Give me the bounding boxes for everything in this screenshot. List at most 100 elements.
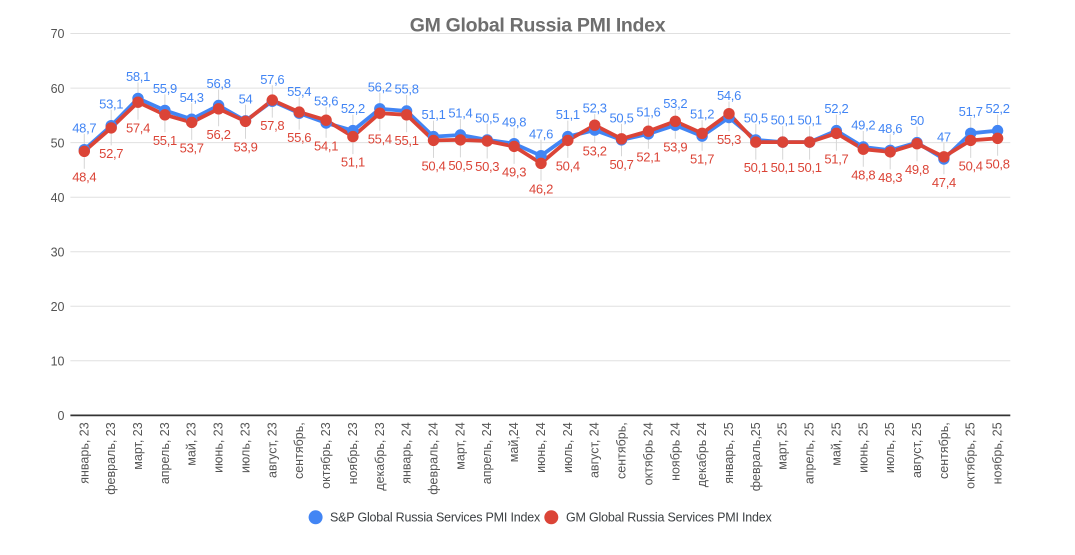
svg-text:апрель, 23: апрель, 23 (158, 422, 172, 484)
svg-text:51,1: 51,1 (556, 107, 580, 122)
svg-text:54,6: 54,6 (717, 88, 741, 103)
svg-text:51,7: 51,7 (690, 151, 714, 166)
svg-text:47,4: 47,4 (932, 175, 956, 190)
svg-text:50,4: 50,4 (421, 159, 445, 174)
svg-text:51,1: 51,1 (341, 155, 365, 170)
svg-text:январь, 25: январь, 25 (722, 422, 736, 483)
svg-text:52,7: 52,7 (99, 146, 123, 161)
svg-text:53,9: 53,9 (663, 139, 687, 154)
svg-text:S&P Global Russia Services PMI: S&P Global Russia Services PMI Index (330, 511, 541, 525)
svg-text:51,1: 51,1 (421, 107, 445, 122)
svg-text:57,6: 57,6 (260, 72, 284, 87)
svg-text:10: 10 (51, 355, 65, 369)
svg-text:июль, 23: июль, 23 (239, 422, 253, 473)
svg-text:52,2: 52,2 (824, 101, 848, 116)
svg-text:47,6: 47,6 (529, 126, 553, 141)
svg-text:сентябрь,: сентябрь, (937, 422, 951, 479)
svg-text:50,1: 50,1 (798, 160, 822, 175)
svg-text:51,7: 51,7 (824, 151, 848, 166)
svg-text:март, 24: март, 24 (453, 422, 467, 469)
svg-text:47: 47 (937, 130, 951, 145)
svg-text:49,3: 49,3 (502, 165, 526, 180)
svg-text:50,1: 50,1 (771, 160, 795, 175)
svg-text:январь, 24: январь, 24 (400, 422, 414, 483)
svg-text:53,2: 53,2 (583, 143, 607, 158)
svg-text:50,1: 50,1 (771, 113, 795, 128)
svg-text:54: 54 (239, 91, 253, 106)
svg-text:август, 25: август, 25 (910, 422, 924, 478)
svg-text:60: 60 (51, 82, 65, 96)
svg-text:52,1: 52,1 (636, 149, 660, 164)
svg-text:57,4: 57,4 (126, 120, 150, 135)
svg-text:51,2: 51,2 (690, 107, 714, 122)
svg-text:апрель, 24: апрель, 24 (480, 422, 494, 484)
svg-text:20: 20 (51, 300, 65, 314)
svg-text:50,4: 50,4 (556, 159, 580, 174)
svg-text:50,5: 50,5 (448, 158, 472, 173)
svg-text:30: 30 (51, 245, 65, 259)
svg-text:50,8: 50,8 (986, 156, 1010, 171)
svg-text:декабрь 24: декабрь 24 (695, 422, 709, 487)
svg-text:70: 70 (51, 27, 65, 41)
svg-text:55,4: 55,4 (368, 131, 392, 146)
svg-text:ноябрь 24: ноябрь 24 (668, 422, 682, 481)
svg-text:57,8: 57,8 (260, 118, 284, 133)
svg-text:58,1: 58,1 (126, 69, 150, 84)
svg-text:октябрь, 23: октябрь, 23 (319, 422, 333, 489)
svg-text:50: 50 (51, 136, 65, 150)
svg-text:55,6: 55,6 (287, 130, 311, 145)
svg-text:май, 23: май, 23 (185, 422, 199, 465)
svg-text:48,7: 48,7 (72, 120, 96, 135)
svg-text:50,3: 50,3 (475, 159, 499, 174)
svg-text:февраль, 23: февраль, 23 (104, 422, 118, 494)
svg-text:50: 50 (910, 113, 924, 128)
svg-text:50,5: 50,5 (744, 111, 768, 126)
svg-text:53,1: 53,1 (99, 96, 123, 111)
svg-text:55,1: 55,1 (395, 133, 419, 148)
svg-text:55,1: 55,1 (153, 133, 177, 148)
svg-text:май,24: май,24 (507, 422, 521, 462)
svg-text:май, 25: май, 25 (829, 422, 843, 465)
svg-text:51,7: 51,7 (959, 104, 983, 119)
svg-text:март, 25: март, 25 (776, 422, 790, 469)
svg-text:51,4: 51,4 (448, 106, 472, 121)
svg-text:49,8: 49,8 (502, 114, 526, 129)
svg-text:52,3: 52,3 (583, 101, 607, 116)
svg-text:50,7: 50,7 (609, 157, 633, 172)
svg-text:49,8: 49,8 (905, 162, 929, 177)
svg-text:октябрь, 25: октябрь, 25 (964, 422, 978, 489)
svg-text:0: 0 (58, 409, 65, 423)
svg-text:июль, 25: июль, 25 (883, 422, 897, 473)
svg-text:февраль, 24: февраль, 24 (427, 422, 441, 494)
svg-text:GM Global Russia PMI Index: GM Global Russia PMI Index (410, 14, 666, 36)
svg-text:50,1: 50,1 (744, 160, 768, 175)
svg-text:46,2: 46,2 (529, 181, 553, 196)
svg-text:54,1: 54,1 (314, 138, 338, 153)
svg-text:55,8: 55,8 (395, 82, 419, 97)
svg-text:50,4: 50,4 (959, 159, 983, 174)
svg-text:август, 24: август, 24 (588, 422, 602, 478)
svg-text:48,3: 48,3 (878, 170, 902, 185)
svg-text:52,2: 52,2 (986, 101, 1010, 116)
svg-text:50,5: 50,5 (609, 111, 633, 126)
svg-text:50,1: 50,1 (798, 113, 822, 128)
svg-text:56,2: 56,2 (368, 79, 392, 94)
svg-text:51,6: 51,6 (636, 105, 660, 120)
svg-text:53,2: 53,2 (663, 96, 687, 111)
svg-text:48,8: 48,8 (851, 167, 875, 182)
svg-text:53,9: 53,9 (233, 139, 257, 154)
svg-text:февраль,25: февраль,25 (749, 422, 763, 491)
svg-text:декабрь, 23: декабрь, 23 (373, 422, 387, 490)
svg-text:50,5: 50,5 (475, 111, 499, 126)
svg-text:53,6: 53,6 (314, 94, 338, 109)
svg-text:48,6: 48,6 (878, 121, 902, 136)
svg-text:55,3: 55,3 (717, 132, 741, 147)
svg-text:март, 23: март, 23 (131, 422, 145, 469)
svg-text:GM Global Russia Services PMI: GM Global Russia Services PMI Index (566, 511, 773, 525)
svg-text:55,4: 55,4 (287, 84, 311, 99)
svg-text:август, 23: август, 23 (265, 422, 279, 478)
svg-text:июнь, 23: июнь, 23 (212, 422, 226, 473)
svg-text:январь, 23: январь, 23 (77, 422, 91, 483)
svg-text:июнь, 25: июнь, 25 (856, 422, 870, 473)
svg-text:40: 40 (51, 191, 65, 205)
